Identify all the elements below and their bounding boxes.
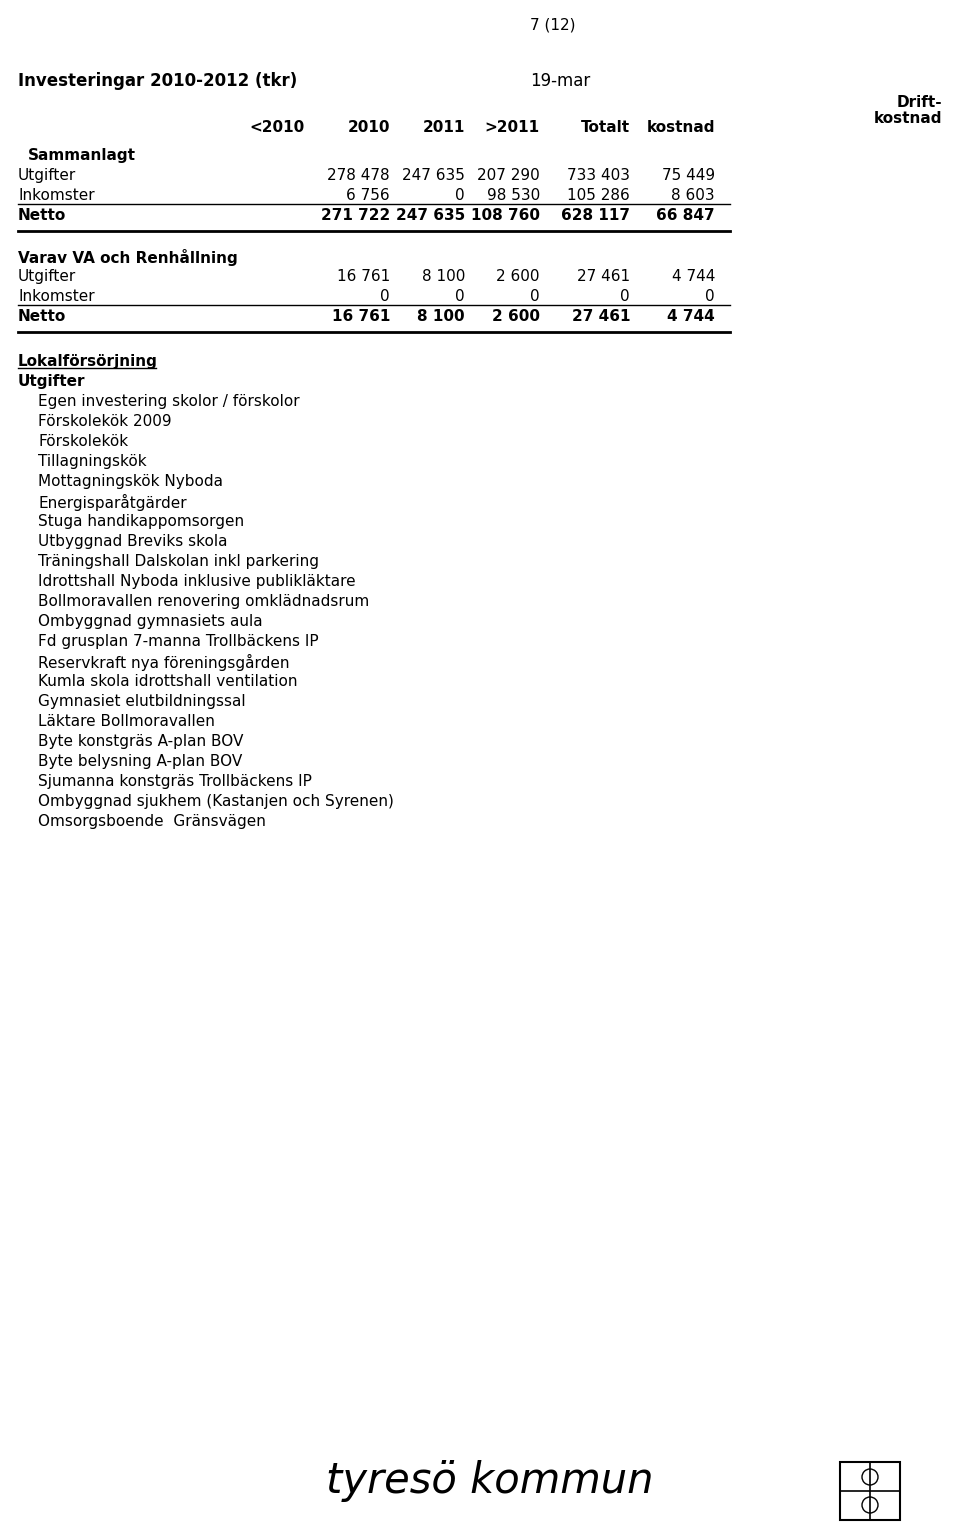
Text: 19-mar: 19-mar <box>530 72 590 91</box>
Text: Läktare Bollmoravallen: Läktare Bollmoravallen <box>38 714 215 729</box>
Text: 628 117: 628 117 <box>561 208 630 223</box>
Text: 75 449: 75 449 <box>661 168 715 183</box>
Text: 278 478: 278 478 <box>327 168 390 183</box>
Text: <2010: <2010 <box>250 120 305 135</box>
Text: 247 635: 247 635 <box>402 168 465 183</box>
Text: 98 530: 98 530 <box>487 188 540 203</box>
Text: Utgifter: Utgifter <box>18 269 76 285</box>
Text: Utgifter: Utgifter <box>18 374 85 389</box>
Text: Inkomster: Inkomster <box>18 289 95 305</box>
Text: kostnad: kostnad <box>646 120 715 135</box>
Text: 0: 0 <box>530 289 540 305</box>
Text: Lokalförsörjning: Lokalförsörjning <box>18 354 157 369</box>
Text: Tillagningskök: Tillagningskök <box>38 454 147 469</box>
Text: Ombyggnad gymnasiets aula: Ombyggnad gymnasiets aula <box>38 614 263 629</box>
Text: Förskolekök: Förskolekök <box>38 434 128 449</box>
Text: Netto: Netto <box>18 309 66 325</box>
Text: 271 722: 271 722 <box>321 208 390 223</box>
Text: 2010: 2010 <box>348 120 390 135</box>
Text: 0: 0 <box>455 289 465 305</box>
Text: Fd grusplan 7-manna Trollbäckens IP: Fd grusplan 7-manna Trollbäckens IP <box>38 634 319 649</box>
Text: tyresö kommun: tyresö kommun <box>326 1460 654 1503</box>
Text: Förskolekök 2009: Förskolekök 2009 <box>38 414 172 429</box>
Text: Idrottshall Nyboda inklusive publikläktare: Idrottshall Nyboda inklusive publikläkta… <box>38 574 355 589</box>
Text: Inkomster: Inkomster <box>18 188 95 203</box>
Text: kostnad: kostnad <box>874 111 942 126</box>
Text: Ombyggnad sjukhem (Kastanjen och Syrenen): Ombyggnad sjukhem (Kastanjen och Syrenen… <box>38 794 394 809</box>
Text: Sjumanna konstgräs Trollbäckens IP: Sjumanna konstgräs Trollbäckens IP <box>38 774 312 789</box>
Text: Netto: Netto <box>18 208 66 223</box>
Text: Egen investering skolor / förskolor: Egen investering skolor / förskolor <box>38 394 300 409</box>
Text: Kumla skola idrottshall ventilation: Kumla skola idrottshall ventilation <box>38 674 298 689</box>
Text: Omsorgsboende  Gränsvägen: Omsorgsboende Gränsvägen <box>38 814 266 829</box>
Text: 0: 0 <box>380 289 390 305</box>
Text: Utbyggnad Breviks skola: Utbyggnad Breviks skola <box>38 534 228 549</box>
Text: Varav VA och Renhållning: Varav VA och Renhållning <box>18 249 238 266</box>
Text: 66 847: 66 847 <box>657 208 715 223</box>
Text: 105 286: 105 286 <box>567 188 630 203</box>
Text: 2 600: 2 600 <box>496 269 540 285</box>
Text: 0: 0 <box>620 289 630 305</box>
Text: 16 761: 16 761 <box>331 309 390 325</box>
Text: Reservkraft nya föreningsgården: Reservkraft nya föreningsgården <box>38 654 290 671</box>
Text: 2011: 2011 <box>422 120 465 135</box>
Text: 8 100: 8 100 <box>421 269 465 285</box>
Text: Mottagningskök Nyboda: Mottagningskök Nyboda <box>38 474 223 489</box>
Text: 8 603: 8 603 <box>671 188 715 203</box>
Text: Totalt: Totalt <box>581 120 630 135</box>
Text: Stuga handikappomsorgen: Stuga handikappomsorgen <box>38 514 244 529</box>
Text: Träningshall Dalskolan inkl parkering: Träningshall Dalskolan inkl parkering <box>38 554 319 569</box>
Text: Byte konstgräs A-plan BOV: Byte konstgräs A-plan BOV <box>38 734 244 749</box>
Text: Bollmoravallen renovering omklädnadsrum: Bollmoravallen renovering omklädnadsrum <box>38 594 370 609</box>
Text: 27 461: 27 461 <box>577 269 630 285</box>
Text: 0: 0 <box>455 188 465 203</box>
Text: Byte belysning A-plan BOV: Byte belysning A-plan BOV <box>38 754 242 769</box>
Text: Investeringar 2010-2012 (tkr): Investeringar 2010-2012 (tkr) <box>18 72 298 91</box>
FancyBboxPatch shape <box>840 1463 900 1520</box>
Text: Sammanlagt: Sammanlagt <box>28 148 136 163</box>
Text: 108 760: 108 760 <box>471 208 540 223</box>
Text: 6 756: 6 756 <box>347 188 390 203</box>
Text: 0: 0 <box>706 289 715 305</box>
Text: 27 461: 27 461 <box>571 309 630 325</box>
Text: 207 290: 207 290 <box>477 168 540 183</box>
Text: 4 744: 4 744 <box>667 309 715 325</box>
Text: >2011: >2011 <box>485 120 540 135</box>
Text: 7 (12): 7 (12) <box>530 18 575 32</box>
Text: Drift-: Drift- <box>897 95 942 111</box>
Text: Gymnasiet elutbildningssal: Gymnasiet elutbildningssal <box>38 694 246 709</box>
Text: Utgifter: Utgifter <box>18 168 76 183</box>
Text: 2 600: 2 600 <box>492 309 540 325</box>
Text: 16 761: 16 761 <box>337 269 390 285</box>
Text: Energisparåtgärder: Energisparåtgärder <box>38 494 186 511</box>
Text: 247 635: 247 635 <box>396 208 465 223</box>
Text: 733 403: 733 403 <box>567 168 630 183</box>
Text: 8 100: 8 100 <box>418 309 465 325</box>
Text: 4 744: 4 744 <box>672 269 715 285</box>
